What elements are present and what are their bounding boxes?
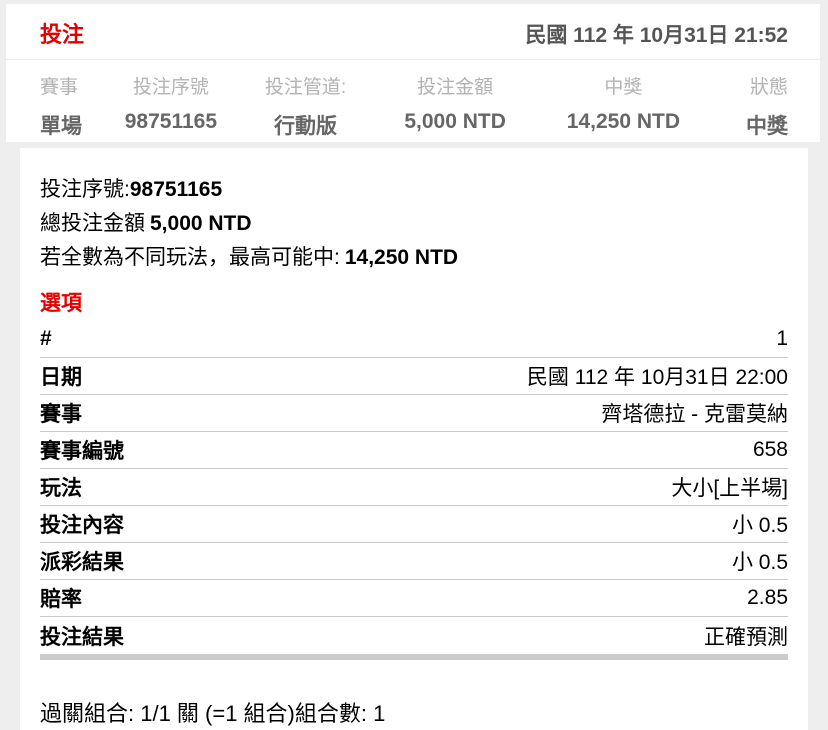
row-label: 投注結果: [40, 625, 124, 649]
option-row-event-number: 賽事編號 658: [40, 432, 788, 469]
summary-value-channel: 行動版: [274, 115, 338, 138]
summary-header-event-type: 賽事: [40, 77, 79, 98]
row-value: 小 0.5: [731, 551, 788, 574]
row-value: 小 0.5: [731, 514, 788, 537]
summary-table: 賽事 單場 投注序號 98751165 投注管道: 行動版 投注金額 5,000…: [6, 60, 820, 140]
summary-value-status: 中獎: [745, 115, 788, 138]
row-value: 658: [752, 438, 788, 461]
summary-value-winnings: 14,250 NTD: [566, 110, 681, 133]
option-row-date: 日期 民國 112 年 10月31日 22:00: [40, 358, 788, 395]
options-table: # 1 日期 民國 112 年 10月31日 22:00 賽事 齊塔德拉 - 克…: [40, 321, 788, 660]
option-row-payout-result: 派彩結果 小 0.5: [40, 543, 788, 580]
summary-col-amount: 投注金額 5,000 NTD: [377, 72, 534, 140]
table-bottom-divider: [40, 654, 788, 660]
max-win-line: 若全數為不同玩法，最高可能中: 14,250 NTD: [40, 241, 788, 275]
option-row-number: # 1: [40, 321, 788, 358]
option-row-play-type: 玩法 大小[上半場]: [40, 469, 788, 506]
summary-value-serial: 98751165: [124, 110, 218, 133]
row-value: 正確預測: [704, 625, 788, 649]
summary-col-channel: 投注管道: 行動版: [234, 72, 376, 140]
summary-header-status: 狀態: [749, 77, 788, 98]
summary-col-winnings: 中獎 14,250 NTD: [534, 72, 714, 140]
serial-number-line: 投注序號:98751165: [40, 173, 788, 207]
row-label: 派彩結果: [40, 551, 124, 574]
summary-col-event-type: 賽事 單場: [40, 72, 107, 140]
total-amount-value: 5,000 NTD: [150, 212, 252, 235]
bet-summary-card: 投注 民國 112 年 10月31日 21:52 賽事 單場 投注序號 9875…: [6, 4, 820, 142]
options-section-title: 選項: [40, 292, 82, 315]
page-title: 投注: [40, 22, 85, 47]
row-label: 賽事: [40, 403, 82, 426]
summary-value-amount: 5,000 NTD: [404, 110, 506, 133]
serial-number-label: 投注序號:: [40, 178, 130, 201]
total-amount-label: 總投注金額: [40, 212, 145, 235]
total-amount-line: 總投注金額 5,000 NTD: [40, 207, 788, 241]
summary-col-serial: 投注序號 98751165: [107, 72, 234, 140]
option-row-odds: 賠率 2.85: [40, 580, 788, 617]
option-row-bet-content: 投注內容 小 0.5: [40, 506, 788, 543]
header-bar: 投注 民國 112 年 10月31日 21:52: [6, 4, 820, 60]
summary-header-amount: 投注金額: [417, 77, 494, 98]
row-label: 日期: [40, 366, 82, 389]
option-row-bet-result: 投注結果 正確預測: [40, 617, 788, 654]
summary-header-serial: 投注序號: [132, 77, 209, 98]
option-row-event: 賽事 齊塔德拉 - 克雷莫納: [40, 395, 788, 432]
row-value: 民國 112 年 10月31日 22:00: [526, 366, 788, 389]
summary-header-winnings: 中獎: [604, 77, 643, 98]
row-label: 投注內容: [40, 514, 124, 537]
row-label: #: [40, 327, 52, 350]
max-win-label: 若全數為不同玩法，最高可能中:: [40, 246, 340, 269]
row-value: 1: [776, 327, 788, 350]
row-value: 大小[上半場]: [671, 477, 788, 500]
row-value: 齊塔德拉 - 克雷莫納: [601, 403, 788, 426]
row-label: 賠率: [40, 588, 82, 611]
bet-placed-datetime: 民國 112 年 10月31日 21:52: [525, 24, 788, 47]
summary-col-status: 狀態 中獎: [713, 72, 788, 140]
bet-detail-card: 投注序號:98751165 總投注金額 5,000 NTD 若全數為不同玩法，最高…: [20, 148, 808, 730]
summary-value-event-type: 單場: [40, 115, 82, 138]
row-label: 賽事編號: [40, 440, 124, 463]
row-value: 2.85: [747, 586, 788, 609]
max-win-value: 14,250 NTD: [344, 246, 459, 269]
serial-number-value: 98751165: [129, 178, 223, 201]
parlay-combination-summary: 過關組合: 1/1 關 (=1 組合)組合數: 1: [40, 701, 386, 726]
row-label: 玩法: [40, 477, 82, 500]
summary-header-channel: 投注管道:: [264, 77, 347, 98]
